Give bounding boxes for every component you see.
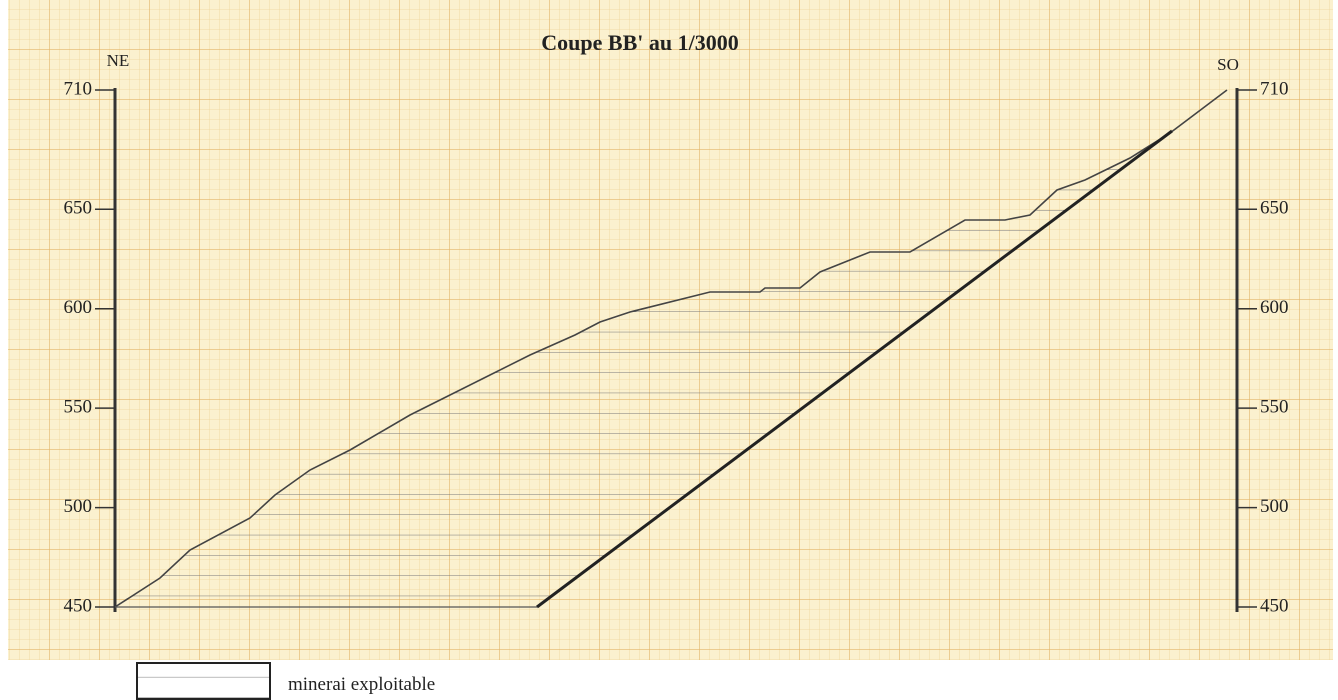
- tick-label: 600: [1260, 297, 1289, 318]
- footwall: [536, 129, 1173, 609]
- tick-label: 550: [64, 397, 93, 418]
- tick-label: 500: [1260, 496, 1289, 517]
- tick-label: 450: [64, 595, 93, 616]
- tick-label: 710: [1260, 78, 1289, 99]
- tick-label: 550: [1260, 397, 1289, 418]
- tick-label: 650: [1260, 198, 1289, 219]
- ore-body: [115, 133, 1170, 607]
- tick-label: 500: [64, 496, 93, 517]
- right-label: SO: [1217, 55, 1239, 74]
- tick-label: 450: [1260, 595, 1289, 616]
- surface-profile: [114, 89, 1228, 608]
- tick-label: 710: [64, 78, 93, 99]
- title: Coupe BB' au 1/3000: [541, 30, 738, 55]
- tick-label: 600: [64, 297, 93, 318]
- left-label: NE: [107, 51, 130, 70]
- legend-swatch: [136, 662, 271, 700]
- legend-label: minerai exploitable: [288, 674, 435, 695]
- tick-label: 650: [64, 198, 93, 219]
